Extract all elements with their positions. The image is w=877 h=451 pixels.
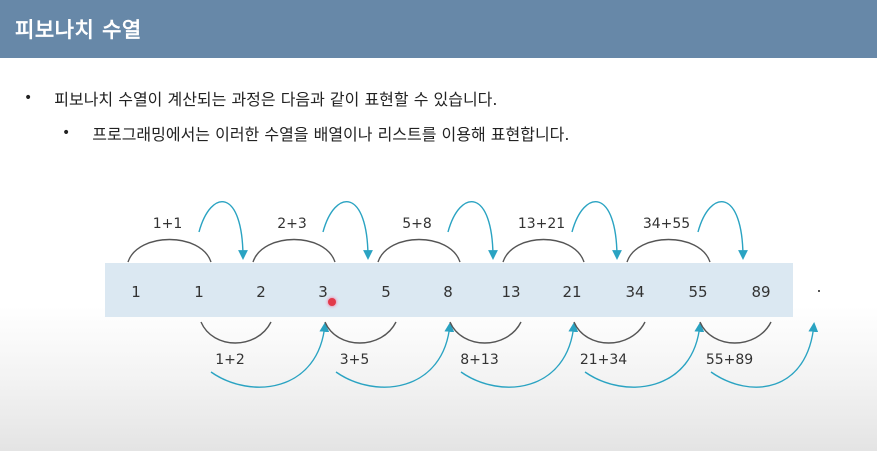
title-bar: 피보나치 수열 xyxy=(0,0,877,58)
bottom-sum-label: 8+13 xyxy=(460,352,499,368)
bottom-sum-arc xyxy=(699,321,772,344)
sequence-number: 55 xyxy=(688,283,708,301)
sequence-number: 3 xyxy=(318,283,328,301)
bullet-item-2: • 프로그래밍에서는 이러한 수열을 배열이나 리스트를 이용해 표현합니다. xyxy=(62,121,569,145)
sequence-number: 21 xyxy=(562,283,582,301)
bottom-sum-label: 55+89 xyxy=(705,352,754,368)
bottom-sum-arc xyxy=(573,321,646,344)
top-sum-label: 2+3 xyxy=(277,216,307,232)
bullet-dot-icon: • xyxy=(24,90,33,106)
top-result-arrow xyxy=(198,201,248,260)
top-sum-label: 34+55 xyxy=(642,216,691,232)
bottom-sum-arc xyxy=(324,321,397,344)
bullet-dot-icon: • xyxy=(62,125,71,141)
bottom-sum-label: 3+5 xyxy=(339,352,370,368)
bottom-sum-arc xyxy=(200,321,272,344)
slide-title: 피보나치 수열 xyxy=(15,18,142,42)
sequence-number: 1 xyxy=(194,283,204,301)
sequence-number: 13 xyxy=(501,283,521,301)
sequence-number: 1 xyxy=(131,283,141,301)
top-sum-arc xyxy=(252,238,336,263)
sequence-number: 89 xyxy=(751,283,771,301)
top-result-arrow xyxy=(697,201,748,260)
top-result-arrow xyxy=(571,201,622,260)
sequence-band xyxy=(105,263,793,317)
sequence-number: 34 xyxy=(625,283,645,301)
bottom-result-arrow xyxy=(210,322,330,388)
top-sum-label: 13+21 xyxy=(517,216,566,232)
trailing-dot xyxy=(818,290,820,292)
bottom-result-arrow xyxy=(460,322,579,388)
sequence-number: 8 xyxy=(443,283,453,301)
bullet-text-2: 프로그래밍에서는 이러한 수열을 배열이나 리스트를 이용해 표현합니다. xyxy=(92,125,570,144)
top-result-arrow xyxy=(322,201,373,260)
bottom-result-arrow xyxy=(335,322,455,388)
bottom-sum-arc xyxy=(449,321,522,344)
top-sum-label: 5+8 xyxy=(402,216,432,232)
top-sum-arc xyxy=(502,238,585,263)
top-sum-arc xyxy=(127,238,212,263)
top-result-arrow xyxy=(447,201,498,260)
sequence-number: 5 xyxy=(381,283,391,301)
bullet-item-1: • 피보나치 수열이 계산되는 과정은 다음과 같이 표현할 수 있습니다. xyxy=(24,86,497,110)
top-sum-arc xyxy=(377,238,461,263)
bottom-sum-label: 21+34 xyxy=(579,352,628,368)
bullet-text-1: 피보나치 수열이 계산되는 과정은 다음과 같이 표현할 수 있습니다. xyxy=(54,90,498,109)
bottom-result-arrow xyxy=(710,322,819,388)
bottom-result-arrow xyxy=(584,322,705,388)
top-sum-label: 1+1 xyxy=(152,216,183,232)
top-sum-arc xyxy=(626,238,711,263)
pointer-dot xyxy=(328,298,336,306)
bottom-sum-label: 1+2 xyxy=(215,352,245,368)
sequence-number: 2 xyxy=(256,283,266,301)
